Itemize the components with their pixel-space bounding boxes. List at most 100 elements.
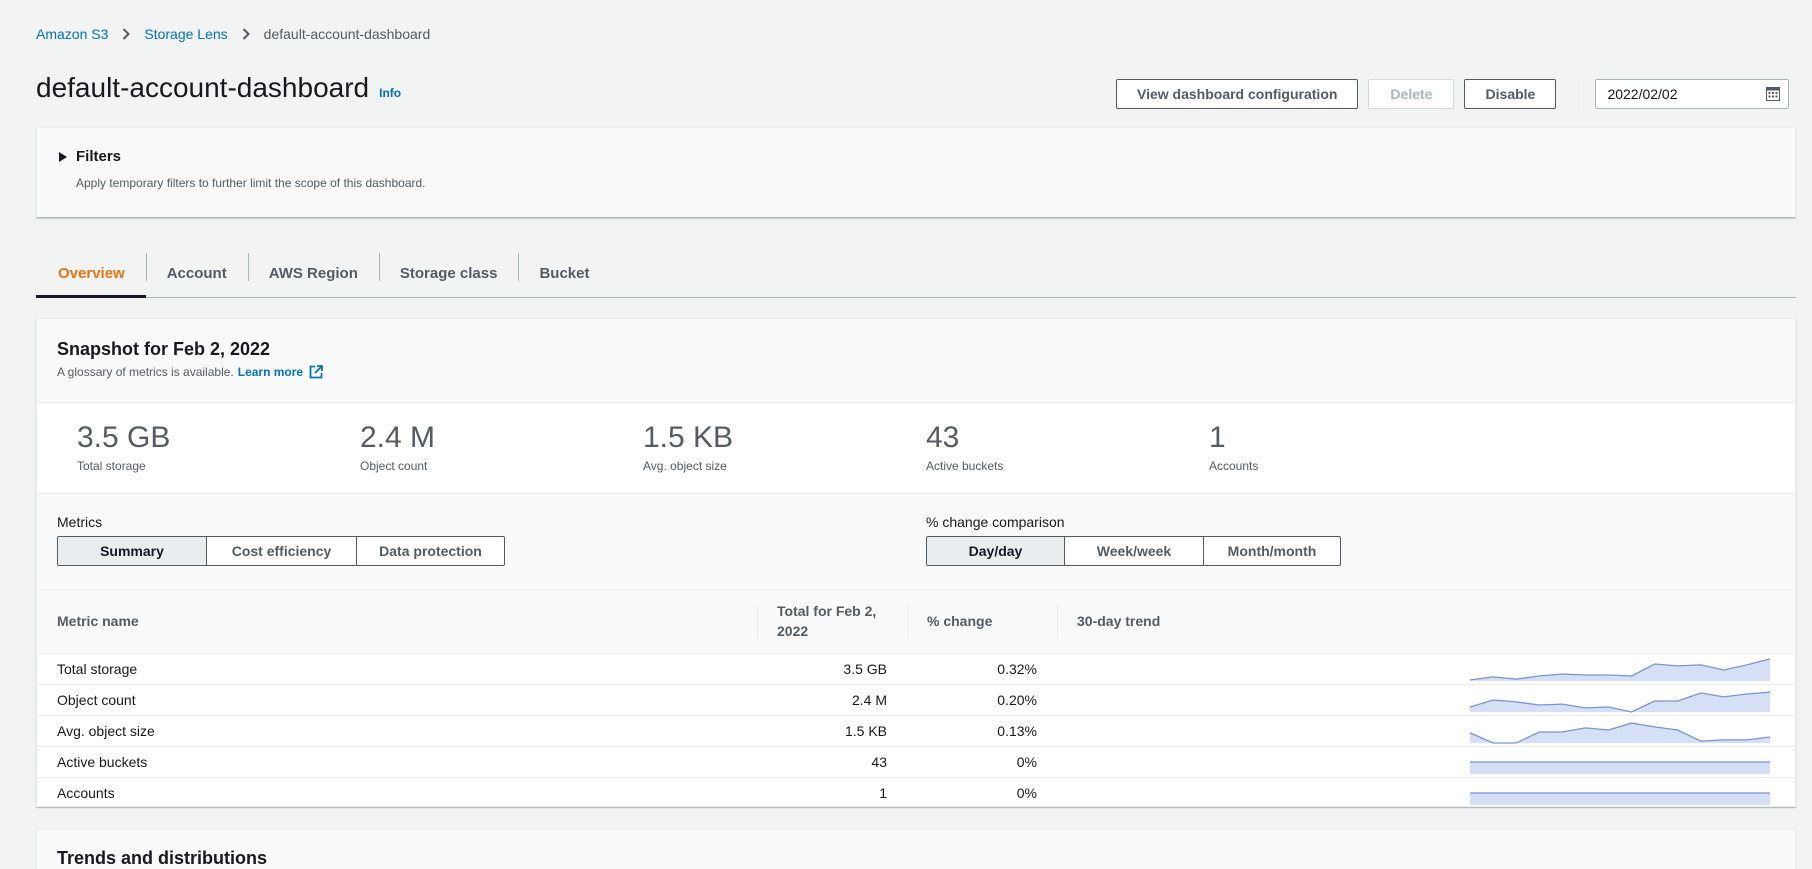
table-row: Total storage 3.5 GB 0.32%	[37, 653, 1795, 685]
breadcrumb-current: default-account-dashboard	[263, 26, 431, 42]
delete-button[interactable]: Delete	[1368, 79, 1455, 109]
date-value: 2022/02/02	[1607, 86, 1678, 102]
view-dashboard-configuration-button[interactable]: View dashboard configuration	[1116, 79, 1359, 109]
breadcrumb-storage-lens[interactable]: Storage Lens	[144, 26, 228, 42]
kpi-value: 1	[1209, 421, 1226, 454]
kpi-total-storage: 3.5 GB Total storage	[77, 421, 360, 493]
chevron-right-icon	[122, 28, 131, 40]
table-row: Active buckets 43 0%	[37, 746, 1795, 778]
metrics-label: Metrics	[57, 514, 103, 530]
segment-summary[interactable]: Summary	[58, 537, 206, 565]
trend-cell	[1057, 777, 1795, 808]
filters-expand-toggle[interactable]: Filters	[59, 148, 121, 165]
trend-cell	[1057, 746, 1795, 778]
kpi-value: 43	[926, 421, 960, 454]
metric-total: 2.4 M	[757, 684, 907, 716]
trends-title: Trends and distributions	[57, 848, 268, 868]
metric-change: 0.32%	[907, 653, 1057, 685]
metrics-segmented-control: Summary Cost efficiency Data protection	[57, 536, 505, 566]
kpi-object-count: 2.4 M Object count	[360, 421, 643, 493]
kpi-label: Active buckets	[926, 459, 1004, 473]
comparison-selector: % change comparison Day/day Week/week Mo…	[926, 514, 1341, 566]
sparkline-chart	[1469, 657, 1771, 681]
snapshot-header: Snapshot for Feb 2, 2022 A glossary of m…	[37, 319, 1795, 403]
column-header-metric-name: Metric name	[37, 590, 757, 654]
table-row: Object count 2.4 M 0.20%	[37, 684, 1795, 716]
tab-account[interactable]: Account	[145, 250, 248, 297]
metrics-table: Metric name Total for Feb 2, 2022 % chan…	[37, 590, 1795, 808]
metric-total: 1	[879, 784, 887, 801]
dashboard-tabs: Overview Account AWS Region Storage clas…	[36, 250, 1796, 298]
comparison-label: % change comparison	[926, 514, 1065, 530]
metric-name: Accounts	[57, 784, 115, 801]
caret-right-icon	[59, 151, 67, 162]
tab-storage-class[interactable]: Storage class	[378, 250, 519, 297]
metric-change: 0%	[1016, 784, 1037, 801]
metric-name: Avg. object size	[37, 715, 757, 747]
snapshot-panel: Snapshot for Feb 2, 2022 A glossary of m…	[36, 318, 1796, 807]
metric-name: Total storage	[37, 653, 757, 685]
snapshot-title: Snapshot for Feb 2, 2022	[57, 339, 271, 359]
metric-total: 3.5 GB	[757, 653, 907, 685]
filters-panel: Filters Apply temporary filters to furth…	[36, 127, 1796, 218]
calendar-icon[interactable]	[1766, 87, 1781, 101]
metric-change: 0%	[907, 746, 1057, 778]
kpi-summary: 3.5 GB Total storage 2.4 M Object count …	[37, 403, 1795, 494]
sparkline-chart	[1470, 760, 1770, 774]
table-row: Accounts 1 0%	[37, 777, 1795, 808]
tab-overview[interactable]: Overview	[36, 250, 146, 298]
sparkline-chart	[1469, 690, 1771, 713]
date-picker-input[interactable]: 2022/02/02	[1595, 79, 1790, 109]
header-actions: View dashboard configuration Delete Disa…	[1116, 76, 1790, 112]
breadcrumb-amazon-s3[interactable]: Amazon S3	[36, 26, 109, 42]
metric-change: 0.13%	[907, 715, 1057, 747]
kpi-accounts: 1 Accounts	[1209, 421, 1492, 493]
segment-day-day[interactable]: Day/day	[927, 537, 1064, 565]
kpi-label: Accounts	[1209, 459, 1259, 473]
disable-button[interactable]: Disable	[1464, 79, 1557, 109]
trend-cell	[1057, 653, 1795, 685]
segment-data-protection[interactable]: Data protection	[356, 537, 504, 565]
segment-month-month[interactable]: Month/month	[1203, 537, 1340, 565]
filters-description: Apply temporary filters to further limit…	[76, 176, 426, 190]
column-header-total: Total for Feb 2, 2022	[757, 590, 907, 654]
sparkline-chart	[1470, 792, 1770, 805]
metric-name: Active buckets	[37, 746, 757, 778]
metric-change: 0.20%	[907, 684, 1057, 716]
metric-name: Object count	[37, 684, 757, 716]
sparkline-chart	[1469, 721, 1771, 744]
segment-cost-efficiency[interactable]: Cost efficiency	[206, 537, 356, 565]
column-header-trend: 30-day trend	[1057, 590, 1795, 654]
learn-more-link[interactable]: Learn more	[237, 365, 304, 379]
divider	[1578, 76, 1580, 112]
trend-cell	[1057, 715, 1795, 747]
info-link[interactable]: Info	[379, 86, 402, 100]
segment-week-week[interactable]: Week/week	[1064, 537, 1203, 565]
table-row: Avg. object size 1.5 KB 0.13%	[37, 715, 1795, 747]
kpi-active-buckets: 43 Active buckets	[926, 421, 1209, 493]
kpi-value: 1.5 KB	[643, 421, 734, 454]
tab-aws-region[interactable]: AWS Region	[247, 250, 379, 297]
metric-total: 43	[757, 746, 907, 778]
kpi-value: 3.5 GB	[77, 421, 171, 454]
page-header: default-account-dashboard Info	[36, 72, 401, 104]
external-link-icon[interactable]	[309, 365, 324, 379]
filters-title: Filters	[76, 148, 122, 165]
table-header-row: Metric name Total for Feb 2, 2022 % chan…	[37, 590, 1795, 654]
trend-cell	[1057, 684, 1795, 716]
kpi-value: 2.4 M	[360, 421, 436, 454]
kpi-avg-object-size: 1.5 KB Avg. object size	[643, 421, 926, 493]
page-title: default-account-dashboard	[36, 72, 370, 103]
glossary-text: A glossary of metrics is available.	[57, 365, 234, 379]
kpi-label: Total storage	[77, 459, 146, 473]
tab-bucket[interactable]: Bucket	[518, 250, 610, 297]
comparison-segmented-control: Day/day Week/week Month/month	[926, 536, 1341, 566]
metrics-selector: Metrics Summary Cost efficiency Data pro…	[57, 514, 505, 566]
breadcrumb: Amazon S3 Storage Lens default-account-d…	[36, 26, 430, 42]
snapshot-subtitle: A glossary of metrics is available. Lear…	[57, 365, 1775, 379]
kpi-label: Avg. object size	[643, 459, 727, 473]
kpi-label: Object count	[360, 459, 428, 473]
trends-panel: Trends and distributions	[36, 829, 1796, 869]
chevron-right-icon	[242, 28, 250, 40]
metric-total: 1.5 KB	[757, 715, 907, 747]
